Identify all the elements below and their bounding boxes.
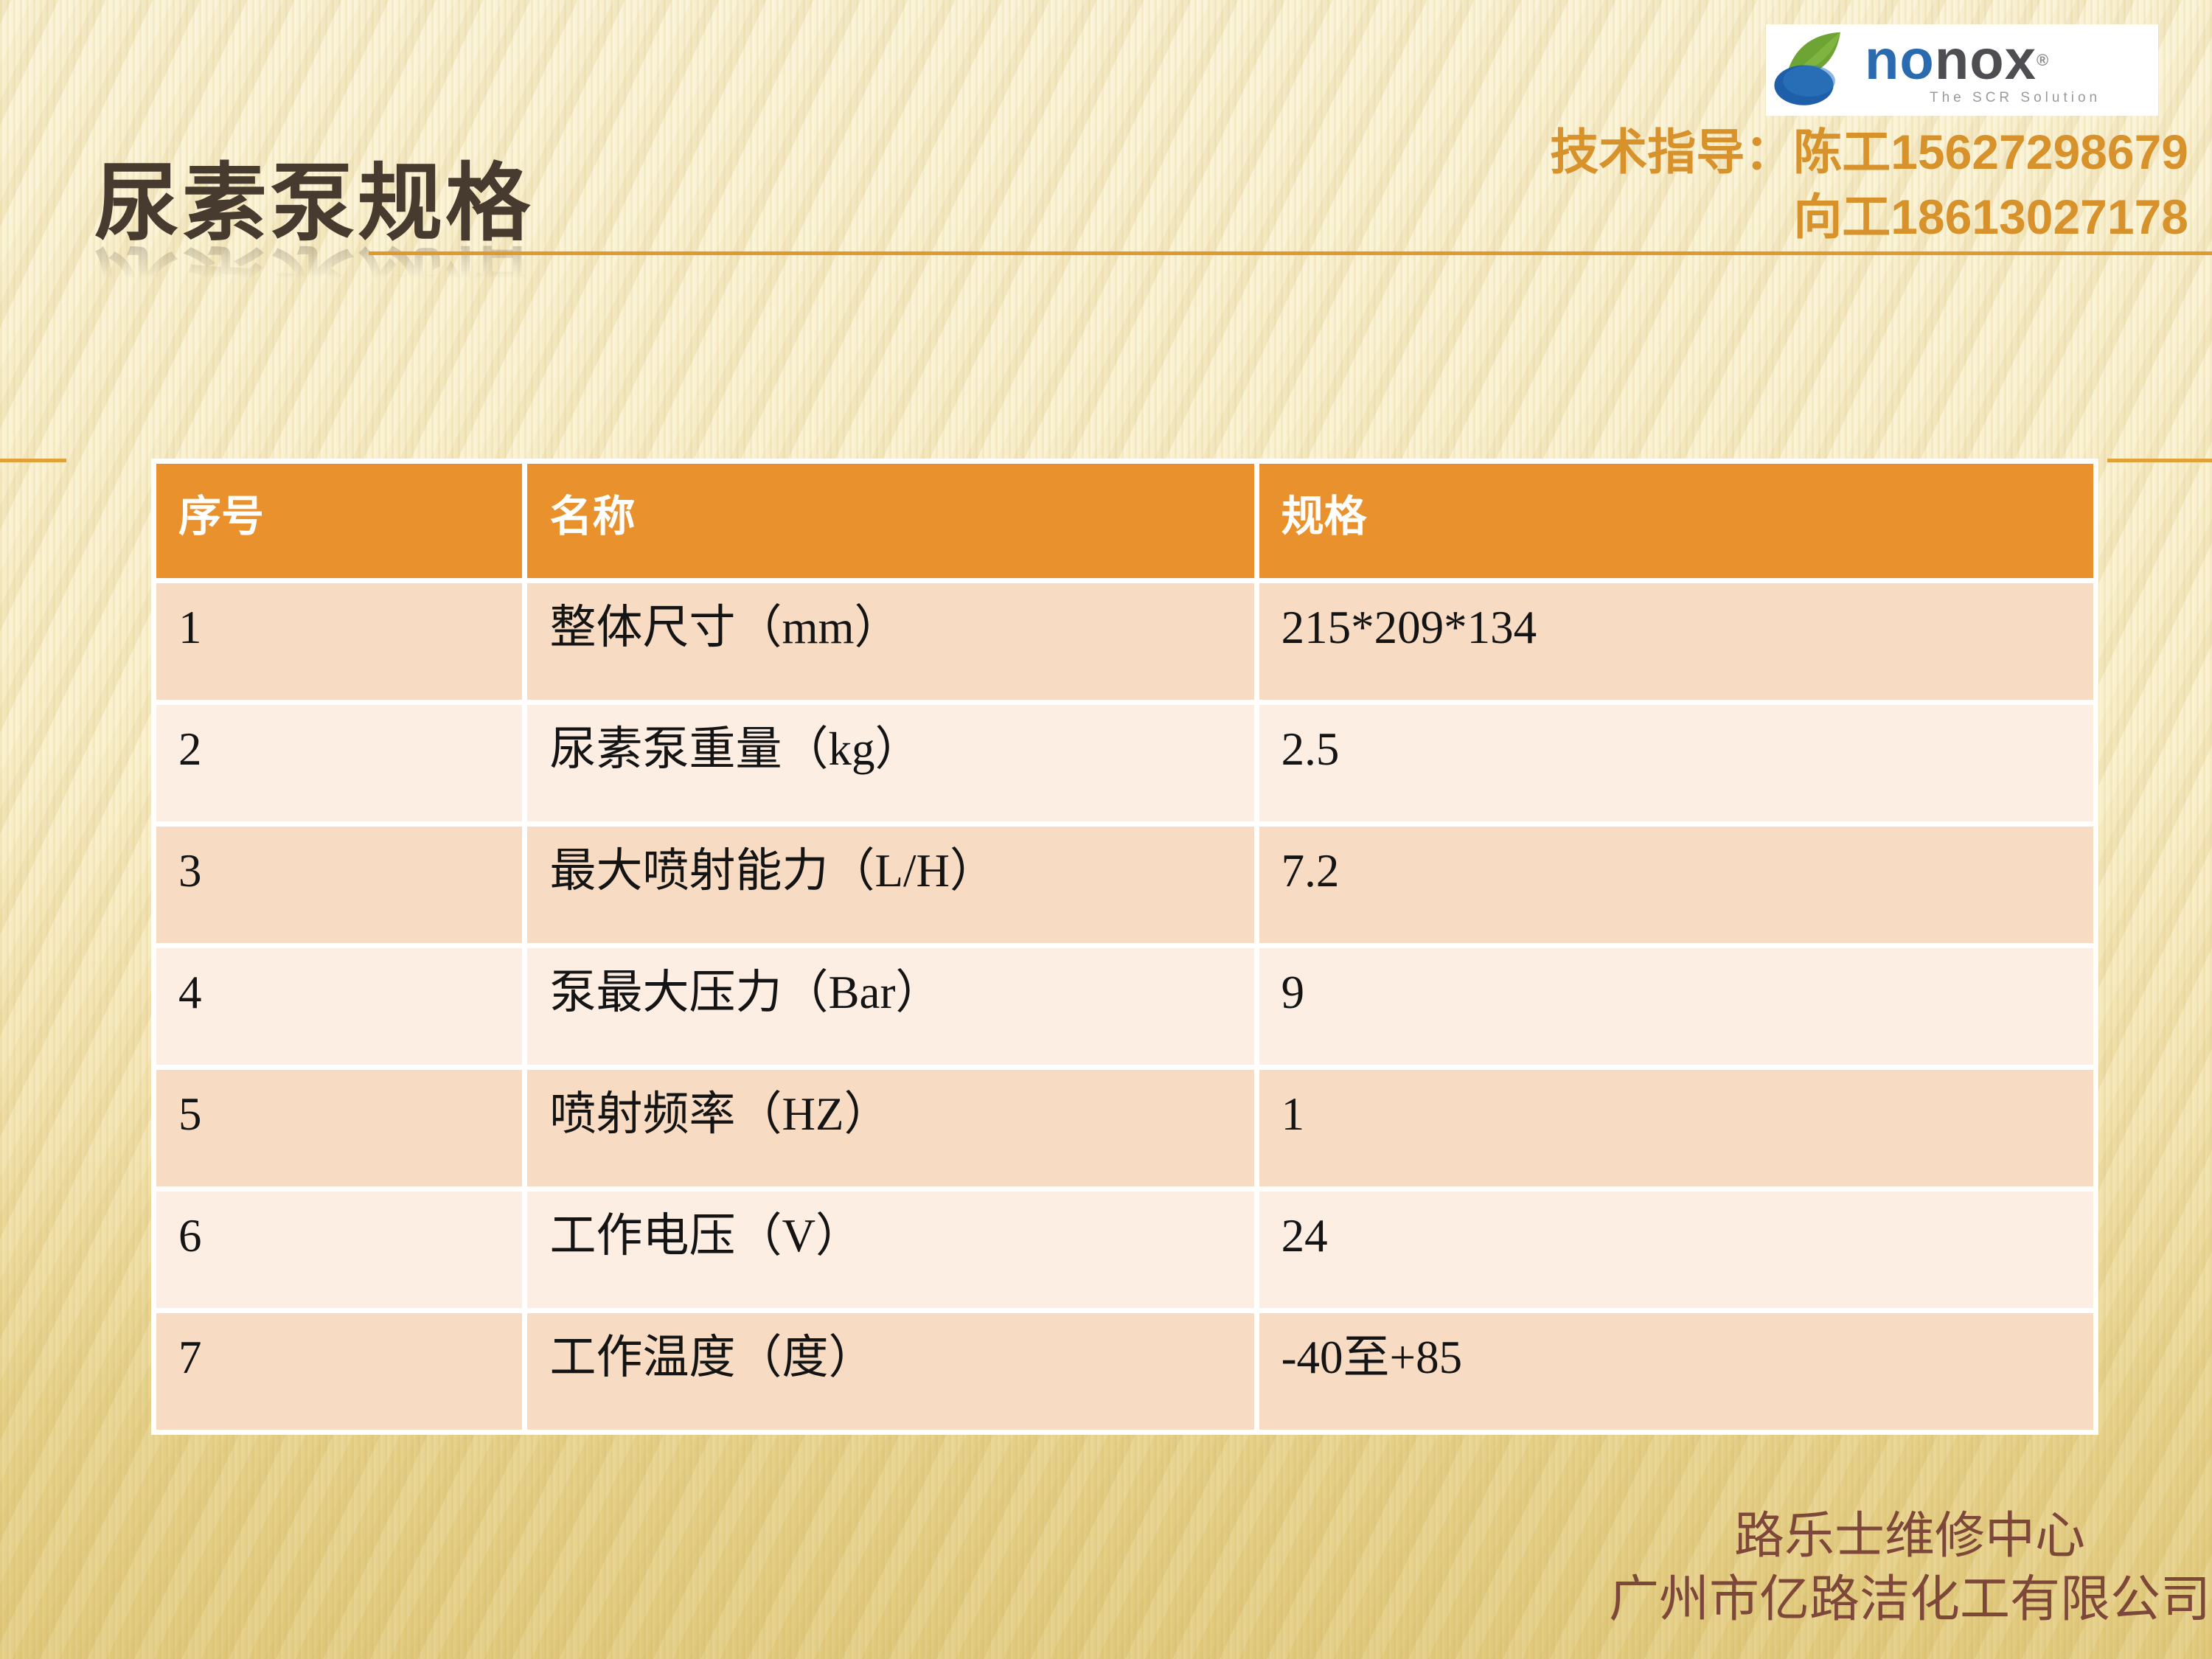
footer-line-2: 广州市亿路洁化工有限公司 [1608,1571,2211,1627]
column-header-spec: 规格 [1259,464,2093,578]
nonox-tagline: The SCR Solution [1930,90,2101,105]
table-row: 4 泵最大压力（Bar） 9 [156,948,2093,1065]
row-index-cell: 3 [156,827,523,943]
column-header-name: 名称 [527,464,1254,578]
table-row: 2 尿素泵重量（kg） 2.5 [156,705,2093,821]
spec-value-cell: 2.5 [1259,705,2093,821]
table-row: 5 喷射频率（HZ） 1 [156,1070,2093,1186]
spec-name-cell: 工作温度（度） [527,1313,1254,1430]
spec-name-cell: 泵最大压力（Bar） [527,948,1254,1065]
row-index-cell: 2 [156,705,523,821]
spec-table: 序号 名称 规格 1 整体尺寸（mm） 215*209*134 2 尿素泵重量（… [151,459,2098,1435]
spec-name-cell: 工作电压（V） [527,1192,1254,1308]
title-underline [369,251,2212,255]
spec-name-cell: 喷射频率（HZ） [527,1070,1254,1186]
table-row: 6 工作电压（V） 24 [156,1192,2093,1308]
footer-line-1: 路乐士维修中心 [1733,1508,2085,1564]
row-index-cell: 4 [156,948,523,1065]
row-index-cell: 6 [156,1192,523,1308]
frame-accent-right [2107,459,2212,462]
table-row: 1 整体尺寸（mm） 215*209*134 [156,583,2093,700]
spec-name-cell: 最大喷射能力（L/H） [527,827,1254,943]
spec-value-cell: 9 [1259,948,2093,1065]
nonox-leaf-icon [1772,29,1860,111]
page-title: 尿素泵规格 [94,156,534,251]
frame-accent-left [0,459,66,462]
spec-value-cell: 1 [1259,1070,2093,1186]
spec-name-cell: 尿素泵重量（kg） [527,705,1254,821]
row-index-cell: 5 [156,1070,523,1186]
table-row: 3 最大喷射能力（L/H） 7.2 [156,827,2093,943]
spec-value-cell: 7.2 [1259,827,2093,943]
table-row: 7 工作温度（度） -40至+85 [156,1313,2093,1430]
spec-value-cell: 215*209*134 [1259,583,2093,700]
column-header-index: 序号 [156,464,523,578]
nonox-brand-text: nonox® [1865,29,2050,91]
nonox-logo: nonox® The SCR Solution [1766,24,2158,116]
spec-value-cell: -40至+85 [1259,1313,2093,1430]
header-row: 序号 名称 规格 [156,464,2093,578]
row-index-cell: 7 [156,1313,523,1430]
spec-name-cell: 整体尺寸（mm） [527,583,1254,700]
footer: 路乐士维修中心 广州市亿路洁化工有限公司 [1609,1504,2211,1631]
spec-value-cell: 24 [1259,1192,2093,1308]
registered-mark: ® [2036,51,2050,69]
contact-line-2: 向工18613027178 [1793,189,2188,244]
contact-line-1: 技术指导：陈工15627298679 [1550,125,2188,179]
nonox-logo-text: nonox® The SCR Solution [1865,29,2151,106]
row-index-cell: 1 [156,583,523,700]
contact-info: 技术指导：陈工15627298679 向工18613027178 [1550,119,2188,249]
